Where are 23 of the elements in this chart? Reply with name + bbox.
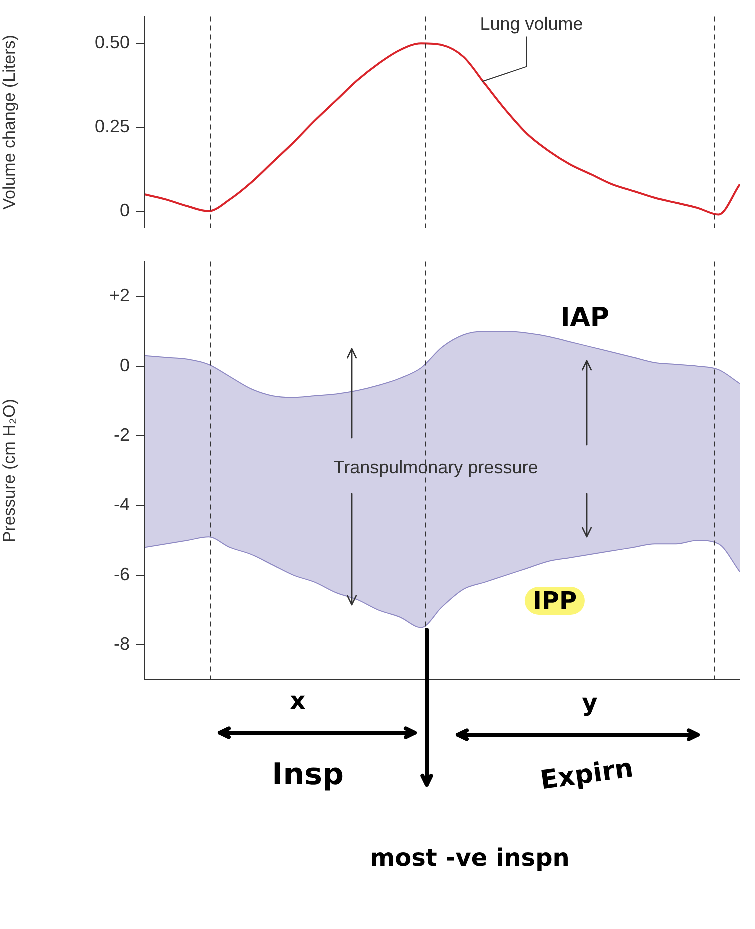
line-series <box>144 42 741 216</box>
y-tick-label: -6 <box>114 564 130 584</box>
annotation: IPP <box>524 587 586 615</box>
y-axis-title: Pressure (cm H₂O) <box>0 399 19 543</box>
y-tick-label: -8 <box>114 634 130 654</box>
y-tick-label: 0 <box>120 355 130 376</box>
annotation: Transpulmonary pressure <box>334 458 538 478</box>
series-label: Lung volume <box>480 14 584 34</box>
text: Expirn <box>538 754 636 796</box>
text: x <box>290 687 306 715</box>
y-tick-label: +2 <box>109 286 130 306</box>
y-tick-label: -2 <box>114 425 130 446</box>
y-tick-label: 0.50 <box>94 32 130 53</box>
line-series <box>144 536 740 628</box>
line-series <box>144 331 740 398</box>
text: Insp <box>272 758 344 792</box>
text: y <box>582 689 598 717</box>
y-axis-title: Volume change (Liters) <box>0 35 19 210</box>
y-tick-label: -4 <box>114 494 130 515</box>
text: most -ve inspn <box>370 844 570 872</box>
y-tick-label: 0.25 <box>94 116 130 136</box>
y-tick-label: 0 <box>120 200 130 220</box>
annotation: IAP <box>560 303 610 333</box>
